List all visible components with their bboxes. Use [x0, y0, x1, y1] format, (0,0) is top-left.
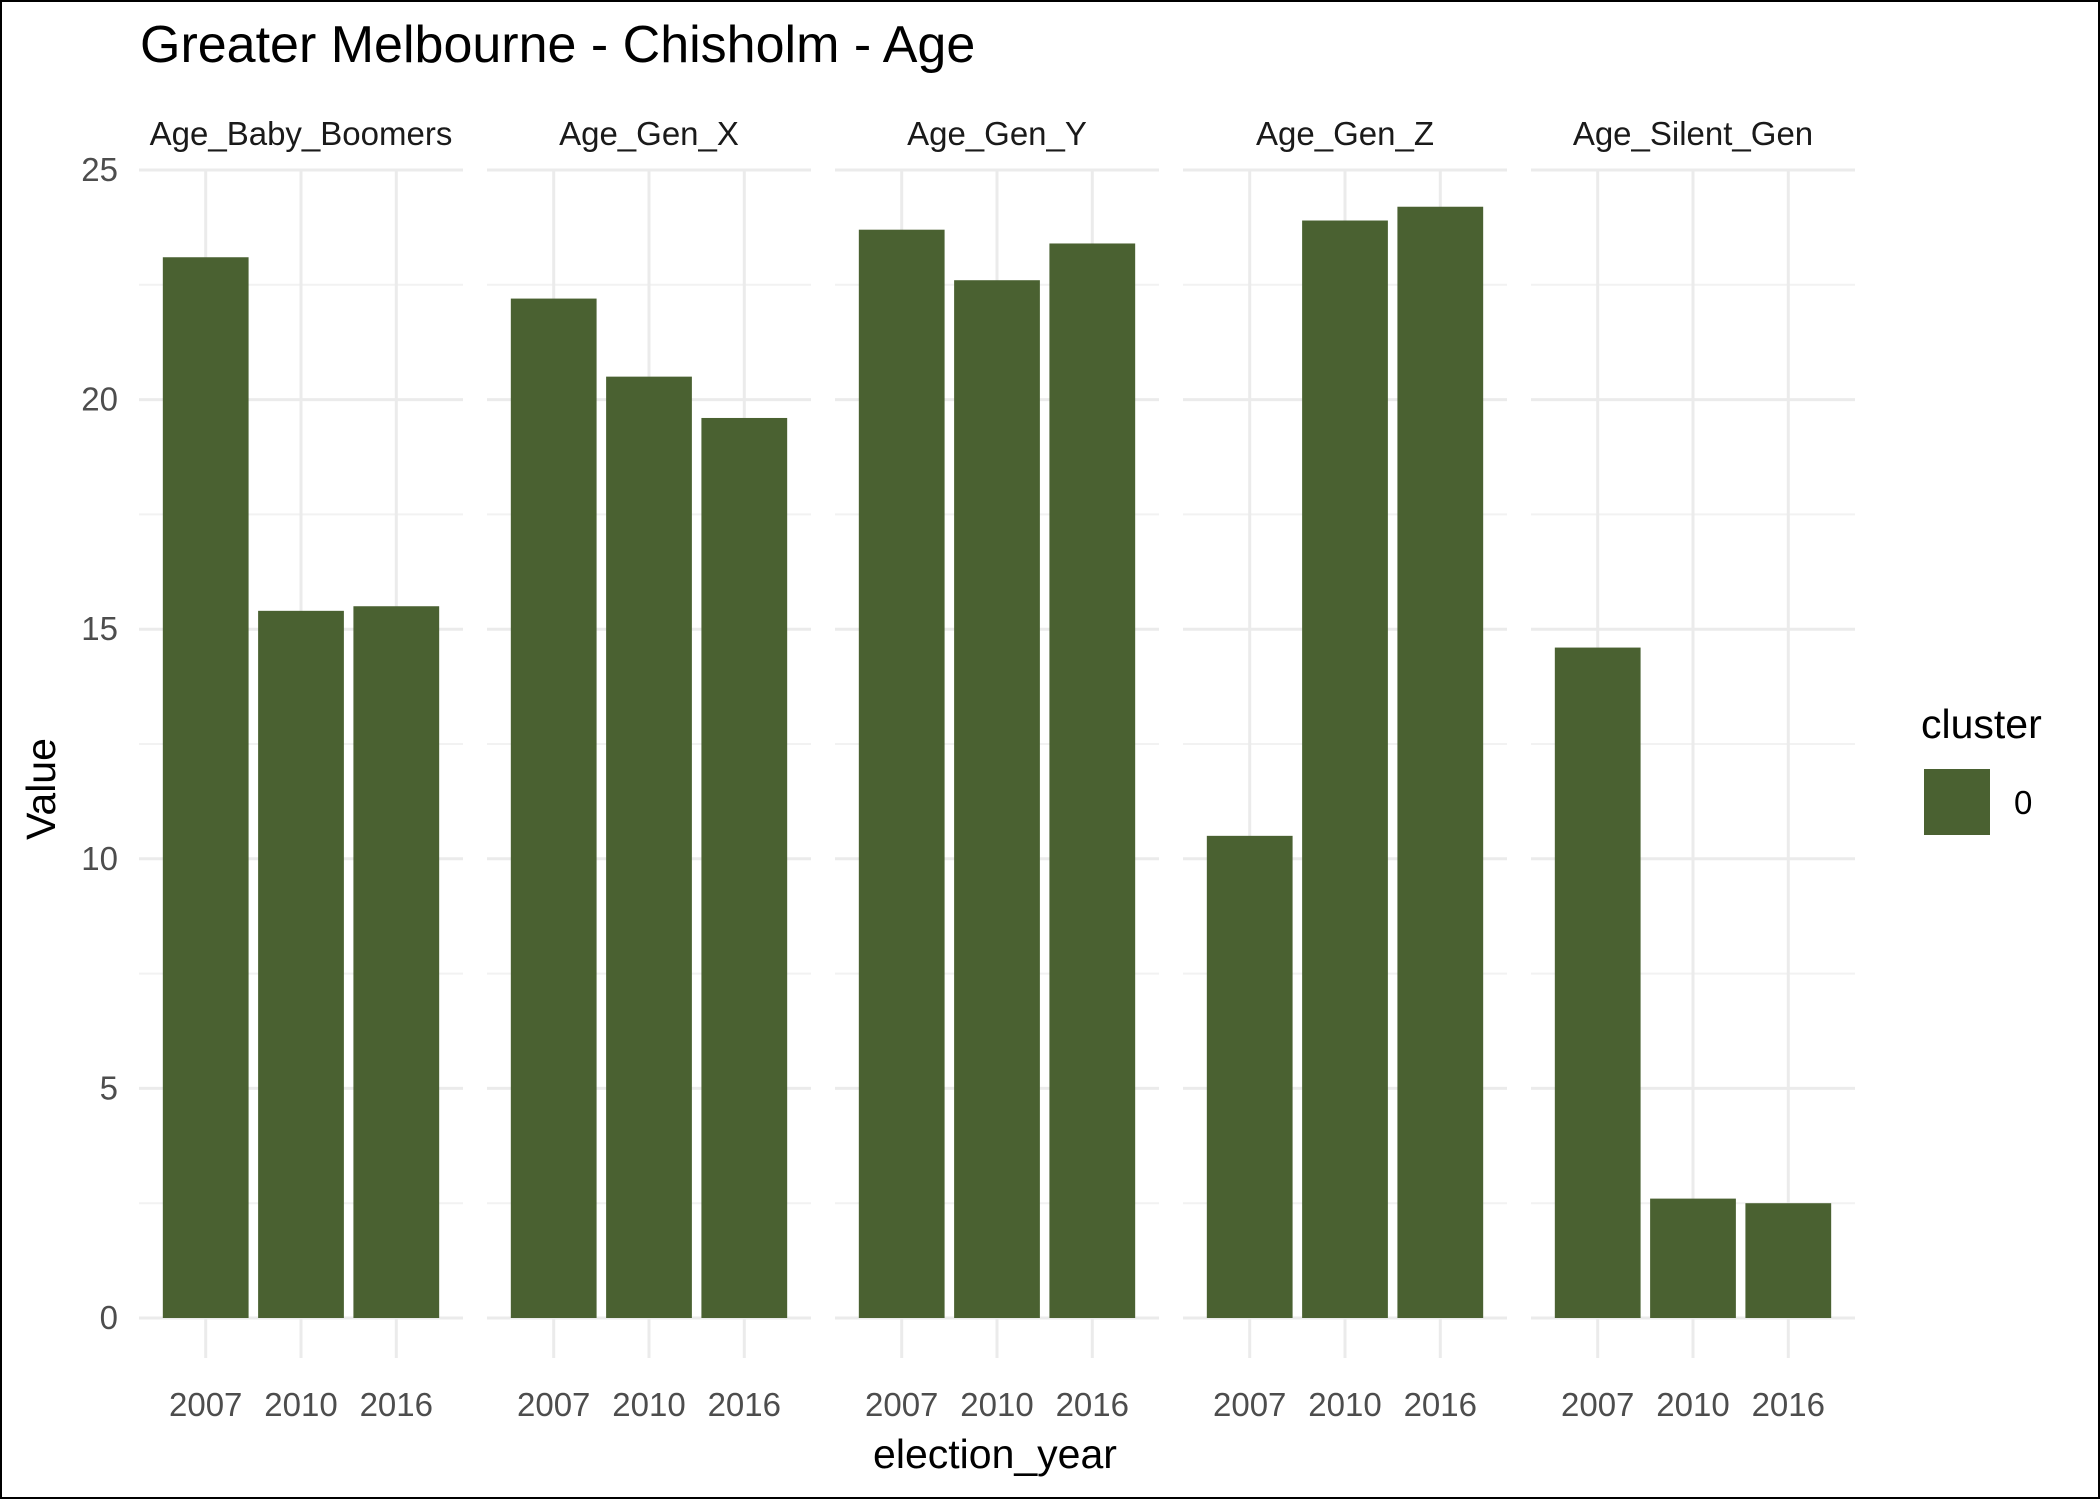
y-tick-label: 20 — [81, 381, 118, 418]
bar — [510, 298, 597, 1318]
x-tick-label: 2010 — [1656, 1386, 1729, 1423]
x-tick-label: 2010 — [1308, 1386, 1381, 1423]
x-tick-label: 2016 — [1752, 1386, 1825, 1423]
chart-title: Greater Melbourne - Chisholm - Age — [140, 16, 975, 74]
x-tick-label: 2010 — [612, 1386, 685, 1423]
x-tick-label: 2007 — [1561, 1386, 1634, 1423]
bar — [162, 257, 249, 1318]
y-tick-label: 15 — [81, 610, 118, 647]
y-axis-title: Value — [18, 738, 64, 840]
x-tick-label: 2010 — [264, 1386, 337, 1423]
bar — [701, 417, 788, 1318]
y-tick-label: 0 — [100, 1299, 118, 1336]
bar — [1745, 1203, 1832, 1318]
y-tick-label: 25 — [81, 151, 118, 188]
bar — [258, 610, 344, 1318]
text-layer: Greater Melbourne - Chisholm - Age elect… — [18, 16, 1825, 1477]
bar — [1206, 835, 1293, 1318]
y-tick-label: 10 — [81, 840, 118, 877]
bar — [1397, 206, 1484, 1319]
x-tick-label: 2007 — [1213, 1386, 1286, 1423]
bar — [1302, 220, 1388, 1319]
y-tick-label: 5 — [100, 1069, 118, 1106]
bar — [858, 229, 945, 1318]
bar-layer — [162, 206, 1832, 1319]
legend-key-swatch — [1924, 769, 1990, 835]
x-tick-label: 2007 — [517, 1386, 590, 1423]
bar — [1554, 647, 1641, 1318]
x-tick-label: 2016 — [1056, 1386, 1129, 1423]
facet-strip-label: Age_Gen_Y — [907, 115, 1087, 152]
x-tick-label: 2016 — [360, 1386, 433, 1423]
bar — [606, 376, 692, 1318]
facet-strip-label: Age_Silent_Gen — [1573, 115, 1813, 152]
x-axis-title: election_year — [873, 1431, 1117, 1477]
x-tick-label: 2016 — [1404, 1386, 1477, 1423]
facet-strip-label: Age_Gen_X — [559, 115, 739, 152]
bar — [353, 606, 440, 1318]
x-tick-label: 2007 — [169, 1386, 242, 1423]
bar — [1049, 243, 1136, 1318]
x-tick-label: 2010 — [960, 1386, 1033, 1423]
facet-strip-label: Age_Baby_Boomers — [150, 115, 453, 152]
x-tick-label: 2007 — [865, 1386, 938, 1423]
bar — [954, 280, 1040, 1318]
legend: cluster 0 — [1921, 701, 2042, 835]
legend-title: cluster — [1921, 701, 2042, 747]
bar — [1650, 1198, 1736, 1318]
x-tick-label: 2016 — [708, 1386, 781, 1423]
legend-label: 0 — [2014, 784, 2032, 821]
facet-strip-label: Age_Gen_Z — [1256, 115, 1434, 152]
